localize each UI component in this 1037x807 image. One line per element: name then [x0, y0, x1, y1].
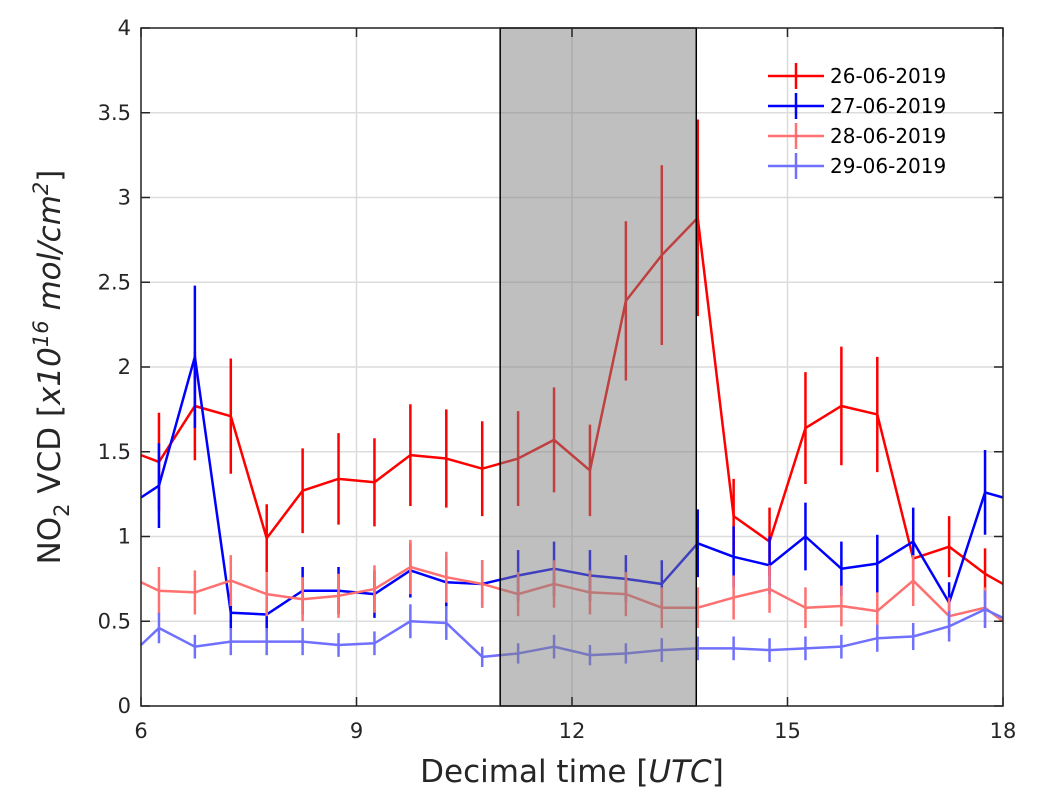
y-tick-label: 1 [118, 525, 131, 549]
y-tick-label: 2 [118, 355, 131, 379]
x-tick-label: 12 [559, 719, 586, 743]
legend-label: 26-06-2019 [830, 64, 946, 88]
legend-label: 29-06-2019 [830, 154, 946, 178]
ticks: 6 9 12 15 18 0 0.5 1 1.5 2 2.5 3 3.5 4 [98, 16, 1017, 743]
x-tick-label: 15 [774, 719, 801, 743]
x-tick-label: 6 [134, 719, 147, 743]
series-marks [140, 119, 1004, 668]
y-tick-label: 1.5 [98, 440, 131, 464]
y-tick-label: 0.5 [98, 609, 131, 633]
legend-label: 27-06-2019 [830, 94, 946, 118]
x-tick-label: 18 [990, 719, 1017, 743]
y-tick-label: 2.5 [98, 270, 131, 294]
shaded-region [499, 27, 698, 707]
y-tick-label: 3.5 [98, 101, 131, 125]
y-axis-label: NO2 VCD [x1016 mol/cm2] [29, 170, 74, 565]
y-tick-label: 3 [118, 186, 131, 210]
y-tick-label: 0 [118, 694, 131, 718]
x-axis-label: Decimal time [UTC] [420, 754, 724, 790]
legend-label: 28-06-2019 [830, 124, 946, 148]
legend: 26-06-2019 27-06-2019 28-06-2019 29-06-2019 [768, 63, 946, 179]
x-tick-label: 9 [350, 719, 363, 743]
y-tick-label: 4 [118, 16, 131, 40]
